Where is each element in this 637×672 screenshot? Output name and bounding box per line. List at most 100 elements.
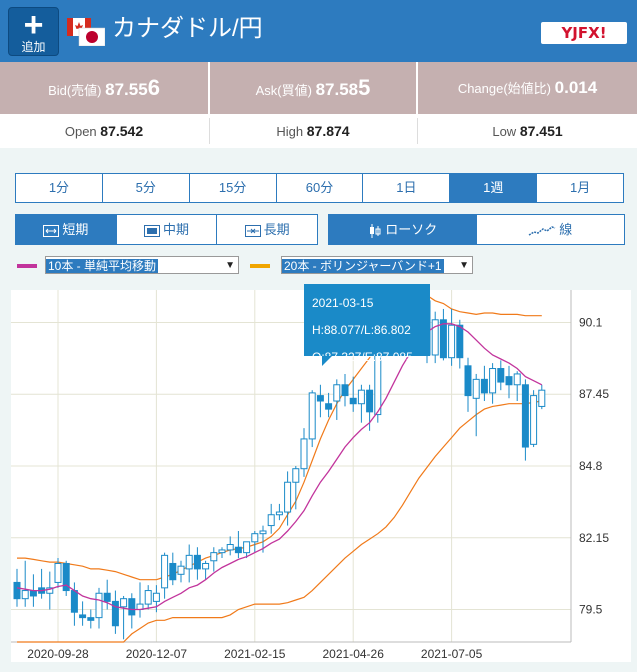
y-tick-label: 79.5 (579, 603, 603, 617)
candle-body (234, 546, 242, 554)
candle-body (210, 552, 218, 562)
low-stat: Low 87.451 (418, 114, 637, 148)
ohl-row: Open 87.542 High 87.874 Low 87.451 (0, 114, 637, 148)
candlestick-button[interactable]: ローソク (329, 215, 477, 244)
high-stat: High 87.874 (210, 114, 416, 148)
bollinger-upper-line (17, 292, 542, 581)
line-chart-icon (528, 225, 556, 236)
moving-average-line (16, 323, 543, 611)
candle-body (325, 403, 333, 410)
ask-value-main: 87.58 (315, 80, 359, 99)
candle-body (54, 562, 62, 583)
candle-body (497, 368, 505, 383)
timeframe-5min[interactable]: 5分 (103, 174, 190, 202)
timeframe-1min[interactable]: 1分 (16, 174, 103, 202)
timeframe-15min[interactable]: 15分 (190, 174, 277, 202)
long-term-icon (244, 224, 261, 237)
candle-body (29, 590, 37, 597)
candle-body (431, 319, 439, 356)
candle-body (300, 438, 308, 470)
timeframe-1month[interactable]: 1月 (569, 180, 591, 195)
add-button[interactable]: + 追加 (8, 7, 59, 56)
candle-body (538, 389, 546, 407)
open-label: Open (64, 124, 97, 139)
high-value: 87.874 (306, 123, 350, 139)
bollinger-lower-line (17, 400, 542, 643)
currency-pair-title: カナダドル/円 (112, 15, 263, 42)
y-tick-label: 87.45 (579, 387, 609, 401)
candle-body (333, 384, 341, 402)
candle-body (79, 614, 87, 619)
ask-value: 87.585 (315, 75, 371, 100)
candle-body (46, 587, 54, 594)
yjfx-logo: YJFX! (541, 22, 627, 44)
x-tick-label: 2020-12-07 (126, 647, 188, 661)
ask-quote: Ask(買値) 87.585 (210, 62, 416, 114)
candle-body (439, 319, 447, 359)
term-tabs: 短期 中期 長期 (15, 214, 318, 245)
bid-value: 87.556 (105, 75, 160, 100)
candle-body (341, 384, 349, 397)
timeframe-1week[interactable]: 1週 (450, 174, 538, 202)
candle-body (513, 373, 521, 386)
x-tick-label: 2021-02-15 (224, 647, 286, 661)
term-short-button[interactable]: 短期 (16, 215, 117, 244)
candle-body (284, 481, 292, 513)
change-quote: Change(始値比) 0.014 (418, 62, 637, 114)
candle-body (480, 378, 488, 394)
timeframe-tabs: 1分 5分 15分 60分 1日 1週 1月 (15, 173, 624, 203)
candle-body (259, 530, 267, 535)
quote-row: Bid(売値) 87.556 Ask(買値) 87.585 Change(始値比… (0, 62, 637, 114)
candle-body (177, 565, 185, 575)
chevron-down-icon: ▼ (225, 260, 235, 271)
candle-body (243, 541, 251, 554)
change-label: Change(始値比) (457, 81, 552, 96)
y-tick-label: 90.1 (579, 315, 603, 329)
y-tick-label: 84.8 (579, 459, 603, 473)
ma-indicator-select[interactable]: 10本 - 単純平均移動 ▼ (45, 256, 239, 274)
tooltip-high-low: H:88.077/L:86.802 (312, 323, 411, 337)
change-value: 0.014 (554, 78, 598, 97)
candle-body (202, 562, 210, 570)
candlestick-icon (370, 223, 381, 238)
candle-body (316, 395, 324, 402)
timeframe-60min[interactable]: 60分 (277, 174, 364, 202)
term-short-label: 短期 (62, 222, 89, 237)
candle-body (226, 544, 234, 551)
candle-body (489, 368, 497, 394)
bid-value-main: 87.55 (105, 80, 148, 99)
bb-indicator-select[interactable]: 20本 - ボリンジャーバンド+1 ▼ (281, 256, 473, 274)
mid-term-icon (144, 224, 160, 237)
indicator-row: 10本 - 単純平均移動 ▼ 20本 - ボリンジャーバンド+1 ▼ (0, 256, 637, 276)
chevron-down-icon: ▼ (459, 260, 469, 271)
candle-body (464, 365, 472, 397)
candle-body (62, 562, 70, 592)
header-bar: + 追加 カナダドル/円 YJFX! (0, 0, 637, 62)
candle-body (521, 384, 529, 448)
candle-body (292, 468, 300, 483)
term-mid-button[interactable]: 中期 (117, 215, 218, 244)
candle-body (275, 511, 283, 516)
candle-body (472, 378, 480, 399)
logo-text: YJFX! (561, 24, 607, 42)
candle-body (120, 598, 128, 608)
bb-color-swatch (250, 264, 270, 268)
chart-type-tabs: ローソク 線 (328, 214, 625, 245)
plus-icon: + (23, 6, 44, 44)
timeframe-1day[interactable]: 1日 (363, 174, 451, 202)
y-tick-label: 82.15 (579, 531, 609, 545)
ma-color-swatch (17, 264, 37, 268)
line-chart-button[interactable]: 線 (477, 215, 625, 244)
candle-body (87, 617, 95, 621)
candle-body (193, 554, 201, 570)
x-tick-label: 2020-09-28 (27, 647, 89, 661)
term-long-button[interactable]: 長期 (217, 215, 317, 244)
term-mid-label: 中期 (163, 222, 190, 237)
add-button-label: 追加 (21, 40, 46, 54)
candle-body (366, 389, 374, 413)
candle-body (530, 395, 538, 445)
line-chart-label: 線 (559, 222, 573, 237)
bid-label: Bid(売値) (48, 83, 102, 98)
candle-body (144, 590, 152, 605)
candle-body (169, 562, 177, 581)
